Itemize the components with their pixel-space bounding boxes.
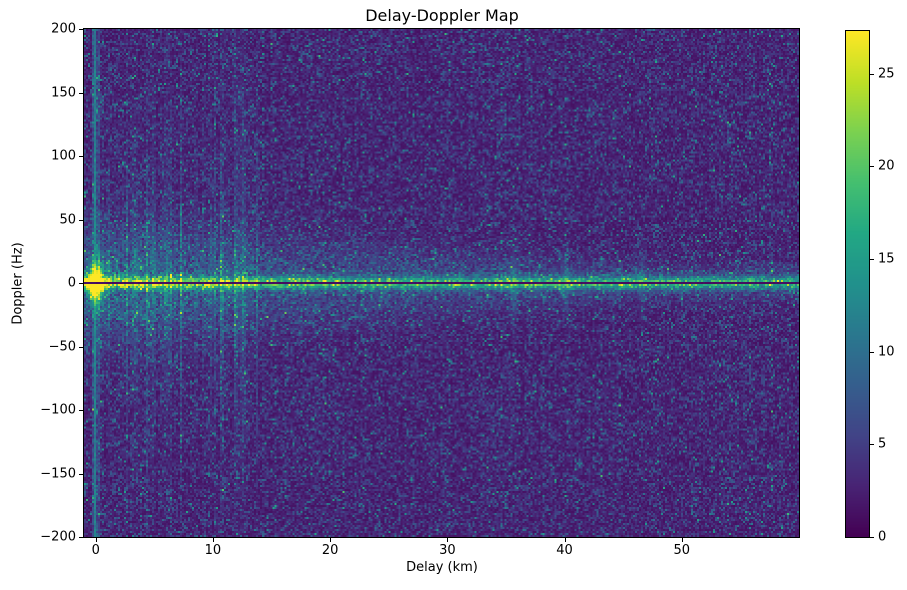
delay-doppler-heatmap [84, 29, 799, 537]
y-tick-mark-50 [79, 219, 83, 221]
y-tick-mark-200 [79, 29, 83, 30]
colorbar-gradient [846, 31, 869, 537]
x-tick-label-10: 10 [204, 543, 222, 558]
colorbar-tick-mark-10 [870, 351, 874, 353]
y-tick-mark-100 [79, 156, 83, 157]
y-tick-label-−100: −100 [40, 402, 76, 418]
colorbar-tick-mark-5 [870, 444, 874, 446]
x-tick-label-0: 0 [91, 543, 100, 558]
x-axis-label: Delay (km) [406, 560, 478, 575]
colorbar-tick-mark-15 [870, 258, 874, 260]
x-tick-label-40: 40 [556, 543, 573, 558]
x-tick-mark-0 [95, 538, 97, 542]
y-tick-mark-−150 [79, 473, 83, 475]
y-tick-label-−150: −150 [40, 466, 76, 481]
heatmap-plot-area [83, 28, 800, 538]
colorbar-tick-label-10: 10 [878, 344, 895, 360]
y-tick-label-200: 200 [51, 21, 76, 37]
y-tick-label-150: 150 [51, 85, 76, 100]
y-tick-mark-0 [79, 283, 83, 284]
x-tick-label-30: 30 [439, 543, 456, 558]
y-tick-mark-−100 [79, 410, 83, 411]
y-tick-mark-150 [79, 92, 83, 94]
x-tick-mark-40 [564, 538, 566, 542]
x-tick-mark-20 [330, 538, 332, 542]
chart-title: Delay-Doppler Map [365, 6, 519, 25]
colorbar-tick-mark-25 [870, 73, 874, 75]
colorbar-tick-label-20: 20 [878, 158, 895, 174]
colorbar-tick-mark-0 [870, 537, 874, 538]
y-tick-label-−50: −50 [48, 339, 76, 354]
y-tick-label-50: 50 [59, 212, 76, 227]
x-tick-label-20: 20 [321, 543, 339, 558]
colorbar-tick-label-0: 0 [878, 529, 887, 545]
x-tick-mark-30 [447, 538, 449, 542]
y-tick-label-0: 0 [67, 275, 76, 291]
colorbar [845, 30, 870, 538]
colorbar-tick-label-25: 25 [878, 66, 895, 82]
y-tick-label-100: 100 [51, 148, 76, 164]
x-tick-mark-50 [681, 538, 683, 542]
colorbar-tick-label-5: 5 [878, 436, 887, 452]
colorbar-tick-label-15: 15 [878, 251, 895, 267]
y-tick-label-−200: −200 [40, 529, 76, 545]
colorbar-tick-mark-20 [870, 166, 874, 168]
y-tick-mark-−200 [79, 537, 83, 538]
y-tick-mark-−50 [79, 346, 83, 348]
x-tick-label-50: 50 [673, 543, 691, 558]
x-tick-mark-10 [212, 538, 214, 542]
